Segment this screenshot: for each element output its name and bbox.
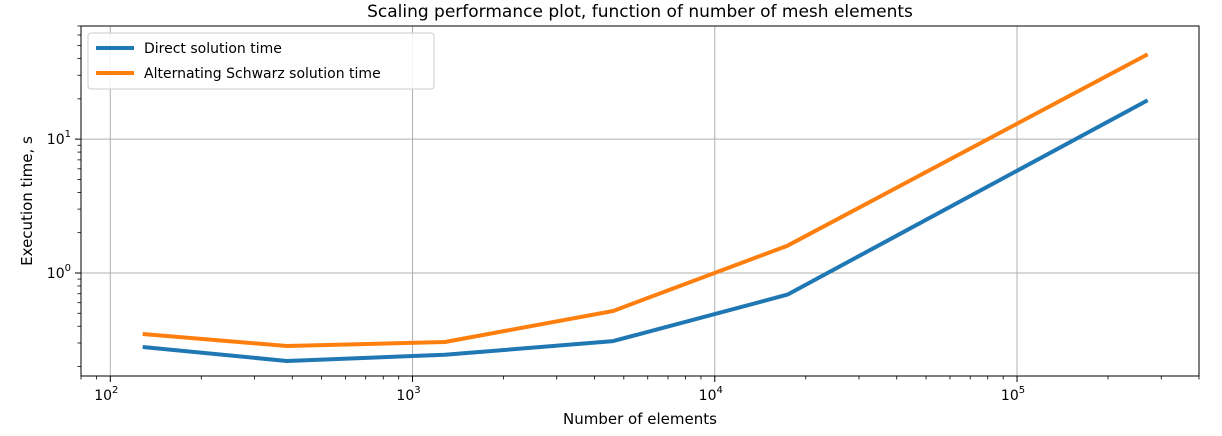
plot-frame bbox=[80, 25, 1200, 377]
series-line-1 bbox=[142, 98, 1149, 363]
x-tick-label: 102 bbox=[94, 385, 118, 404]
axis-ticks: 102 103 104 105 100 101 bbox=[47, 25, 1200, 404]
series-line-2 bbox=[142, 52, 1149, 348]
x-tick-label: 105 bbox=[1001, 385, 1025, 404]
legend-entry: Alternating Schwarz solution time bbox=[144, 66, 381, 82]
legend-entry: Direct solution time bbox=[144, 41, 282, 57]
legend-box bbox=[87, 32, 435, 90]
x-tick-label: 103 bbox=[396, 385, 420, 404]
legend: Direct solution time Alternating Schwarz … bbox=[87, 32, 435, 90]
y-tick-label: 101 bbox=[47, 129, 71, 148]
x-tick-label: 104 bbox=[699, 385, 723, 404]
x-axis-label: Number of elements bbox=[563, 410, 717, 428]
chart-title: Scaling performance plot, function of nu… bbox=[367, 2, 913, 22]
y-axis-label: Execution time, s bbox=[18, 136, 36, 266]
y-tick-label: 100 bbox=[47, 263, 71, 282]
series-lines bbox=[142, 52, 1149, 363]
